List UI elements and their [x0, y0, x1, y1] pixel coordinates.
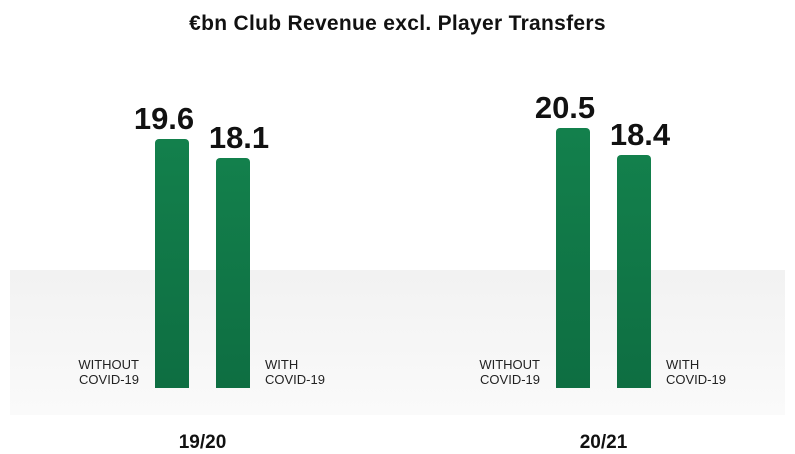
value-label: 20.5: [534, 90, 596, 125]
chart-title: €bn Club Revenue excl. Player Transfers: [189, 12, 606, 35]
series-label: WITHOUT COVID-19: [479, 357, 540, 388]
category-label: 20/21: [579, 432, 628, 453]
bar: [556, 128, 590, 388]
bar: [617, 154, 651, 388]
bar: [216, 158, 250, 388]
value-label: 19.6: [133, 101, 195, 137]
series-label: WITH COVID-19: [265, 357, 325, 388]
series-label: WITH COVID-19: [666, 357, 726, 388]
value-label: 18.4: [609, 116, 671, 152]
bar: [155, 139, 189, 388]
value-label: 18.1: [208, 120, 270, 156]
background-band: [10, 270, 785, 415]
category-label: 19/20: [178, 432, 227, 453]
series-label: WITHOUT COVID-19: [78, 357, 139, 388]
